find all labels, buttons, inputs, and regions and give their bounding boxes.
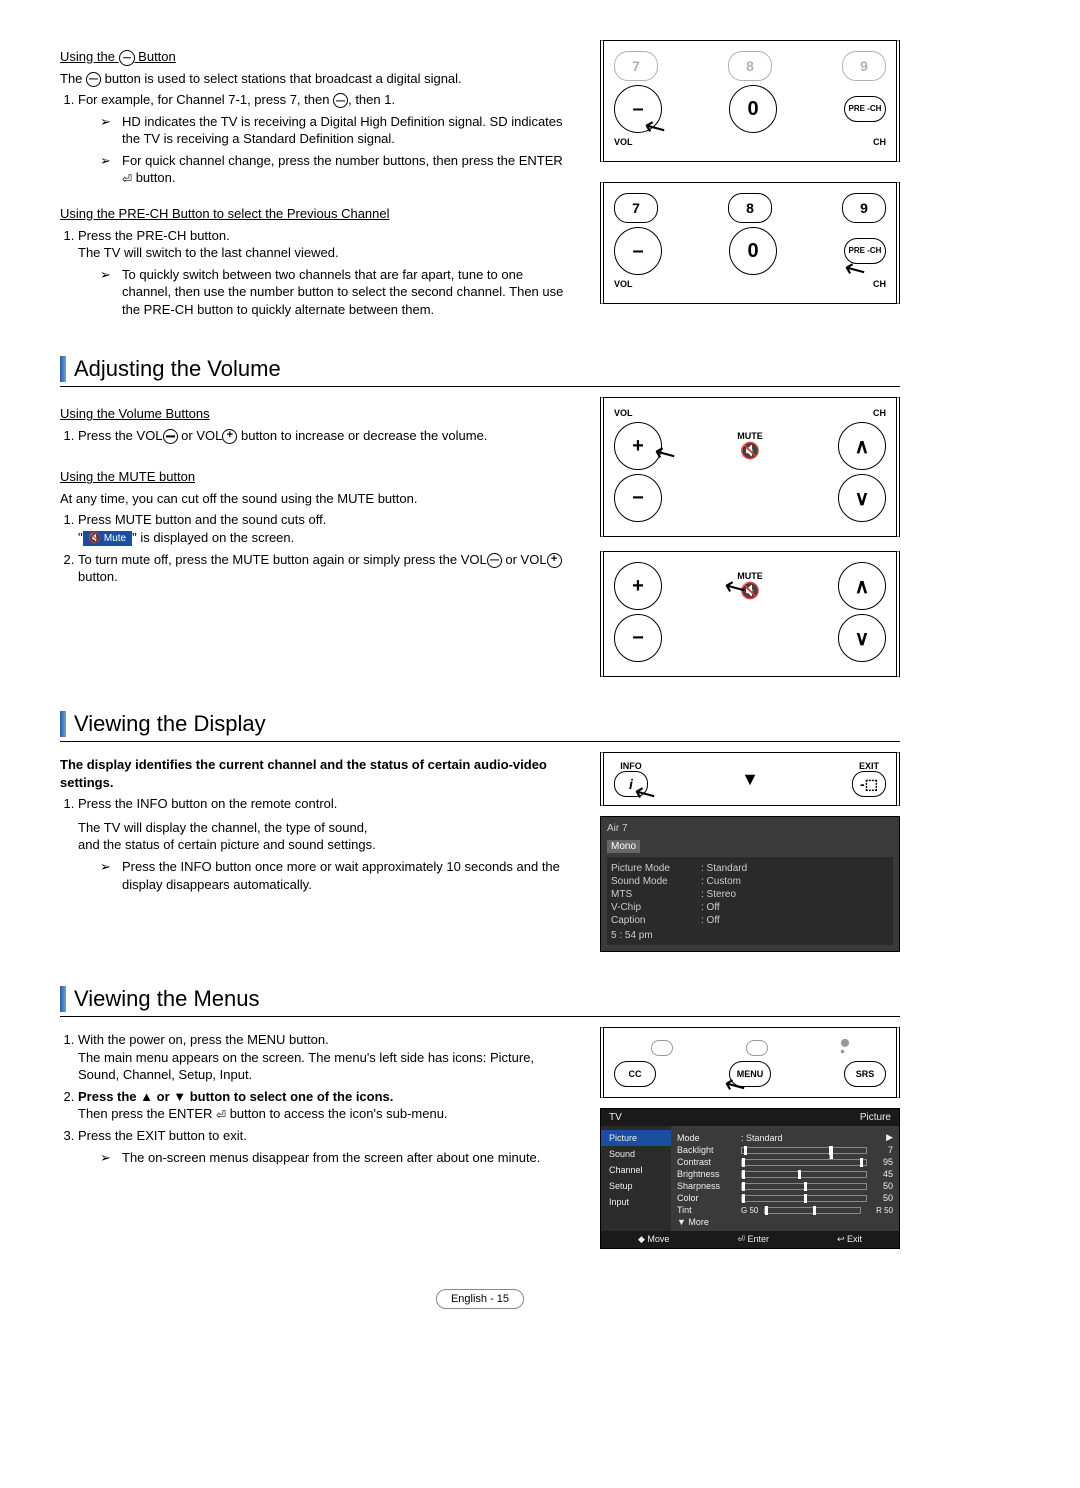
subhead-vol-buttons: Using the Volume Buttons xyxy=(60,405,570,423)
mute-label: MUTE🔇 xyxy=(737,431,763,461)
remote-diagram-vol: VOLCH + MUTE🔇 ∧ − ∨ ↖ xyxy=(600,397,900,537)
note: Press the INFO button once more or wait … xyxy=(100,858,570,893)
note: The on-screen menus disappear from the s… xyxy=(100,1149,570,1167)
section-title-menus: Viewing the Menus xyxy=(60,982,900,1017)
display-bold: The display identifies the current chann… xyxy=(60,756,570,791)
remote-diagram-menu: ⬤⏺ CC MENU SRS ↖ xyxy=(600,1027,900,1098)
minus-icon xyxy=(487,553,502,568)
list-item: Press the PRE-CH button. The TV will swi… xyxy=(78,227,570,262)
intro-text: The button is used to select stations th… xyxy=(60,70,570,88)
exit-button: -⬚ xyxy=(852,771,886,797)
enter-icon: ⏎ xyxy=(216,1107,226,1123)
note: To quickly switch between two channels t… xyxy=(100,266,570,319)
remote-diagram-info: INFO i ▼ EXIT -⬚ ↖ xyxy=(600,752,900,806)
prech-button: PRE -CH xyxy=(844,96,886,122)
dash-icon xyxy=(333,93,348,108)
note: For quick channel change, press the numb… xyxy=(100,152,570,187)
minus-icon xyxy=(163,429,178,444)
ch-up-button: ∧ xyxy=(838,422,886,470)
osd-info-panel: Air 7 Mono Picture Mode: Standard Sound … xyxy=(600,816,900,952)
list-item: Press the VOL or VOL button to increase … xyxy=(78,427,570,445)
list-item: With the power on, press the MENU button… xyxy=(78,1031,570,1084)
ch-down-button: ∨ xyxy=(838,474,886,522)
list-item: Press the INFO button on the remote cont… xyxy=(78,795,570,854)
remote-diagram-2: 7 8 9 – 0 PRE -CH VOLCH ↖ xyxy=(600,182,900,304)
section-title-volume: Adjusting the Volume xyxy=(60,352,900,387)
subhead-prech: Using the PRE-CH Button to select the Pr… xyxy=(60,205,570,223)
section-title-display: Viewing the Display xyxy=(60,707,900,742)
vol-down-button: − xyxy=(614,474,662,522)
note: HD indicates the TV is receiving a Digit… xyxy=(100,113,570,148)
mute-intro: At any time, you can cut off the sound u… xyxy=(60,490,570,508)
list-item: Press the EXIT button to exit. xyxy=(78,1127,570,1145)
srs-button: SRS xyxy=(844,1061,886,1087)
remote-diagram-1: 789 – 0 PRE -CH VOLCH ↖ xyxy=(600,40,900,162)
page-footer: English - 15 xyxy=(60,1289,900,1309)
plus-icon xyxy=(547,553,562,568)
list-item: Press the ▲ or ▼ button to select one of… xyxy=(78,1088,570,1123)
dash-icon xyxy=(119,50,135,66)
subhead-dash-button: Using the Button xyxy=(60,48,570,66)
osd-menu-panel: TVPicture Picture Sound Channel Setup In… xyxy=(600,1108,900,1249)
subhead-mute: Using the MUTE button xyxy=(60,468,570,486)
dash-icon xyxy=(86,72,101,87)
list-item: To turn mute off, press the MUTE button … xyxy=(78,551,570,586)
zero-button: 0 xyxy=(729,85,777,133)
list-item: Press MUTE button and the sound cuts off… xyxy=(78,511,570,546)
enter-icon: ⏎ xyxy=(122,171,132,187)
list-item: For example, for Channel 7-1, press 7, t… xyxy=(78,91,570,109)
cc-button: CC xyxy=(614,1061,656,1087)
plus-icon xyxy=(222,429,237,444)
mute-chip: Mute xyxy=(83,531,132,547)
remote-diagram-mute: + MUTE🔇 ∧ −∨ ↖ xyxy=(600,551,900,677)
